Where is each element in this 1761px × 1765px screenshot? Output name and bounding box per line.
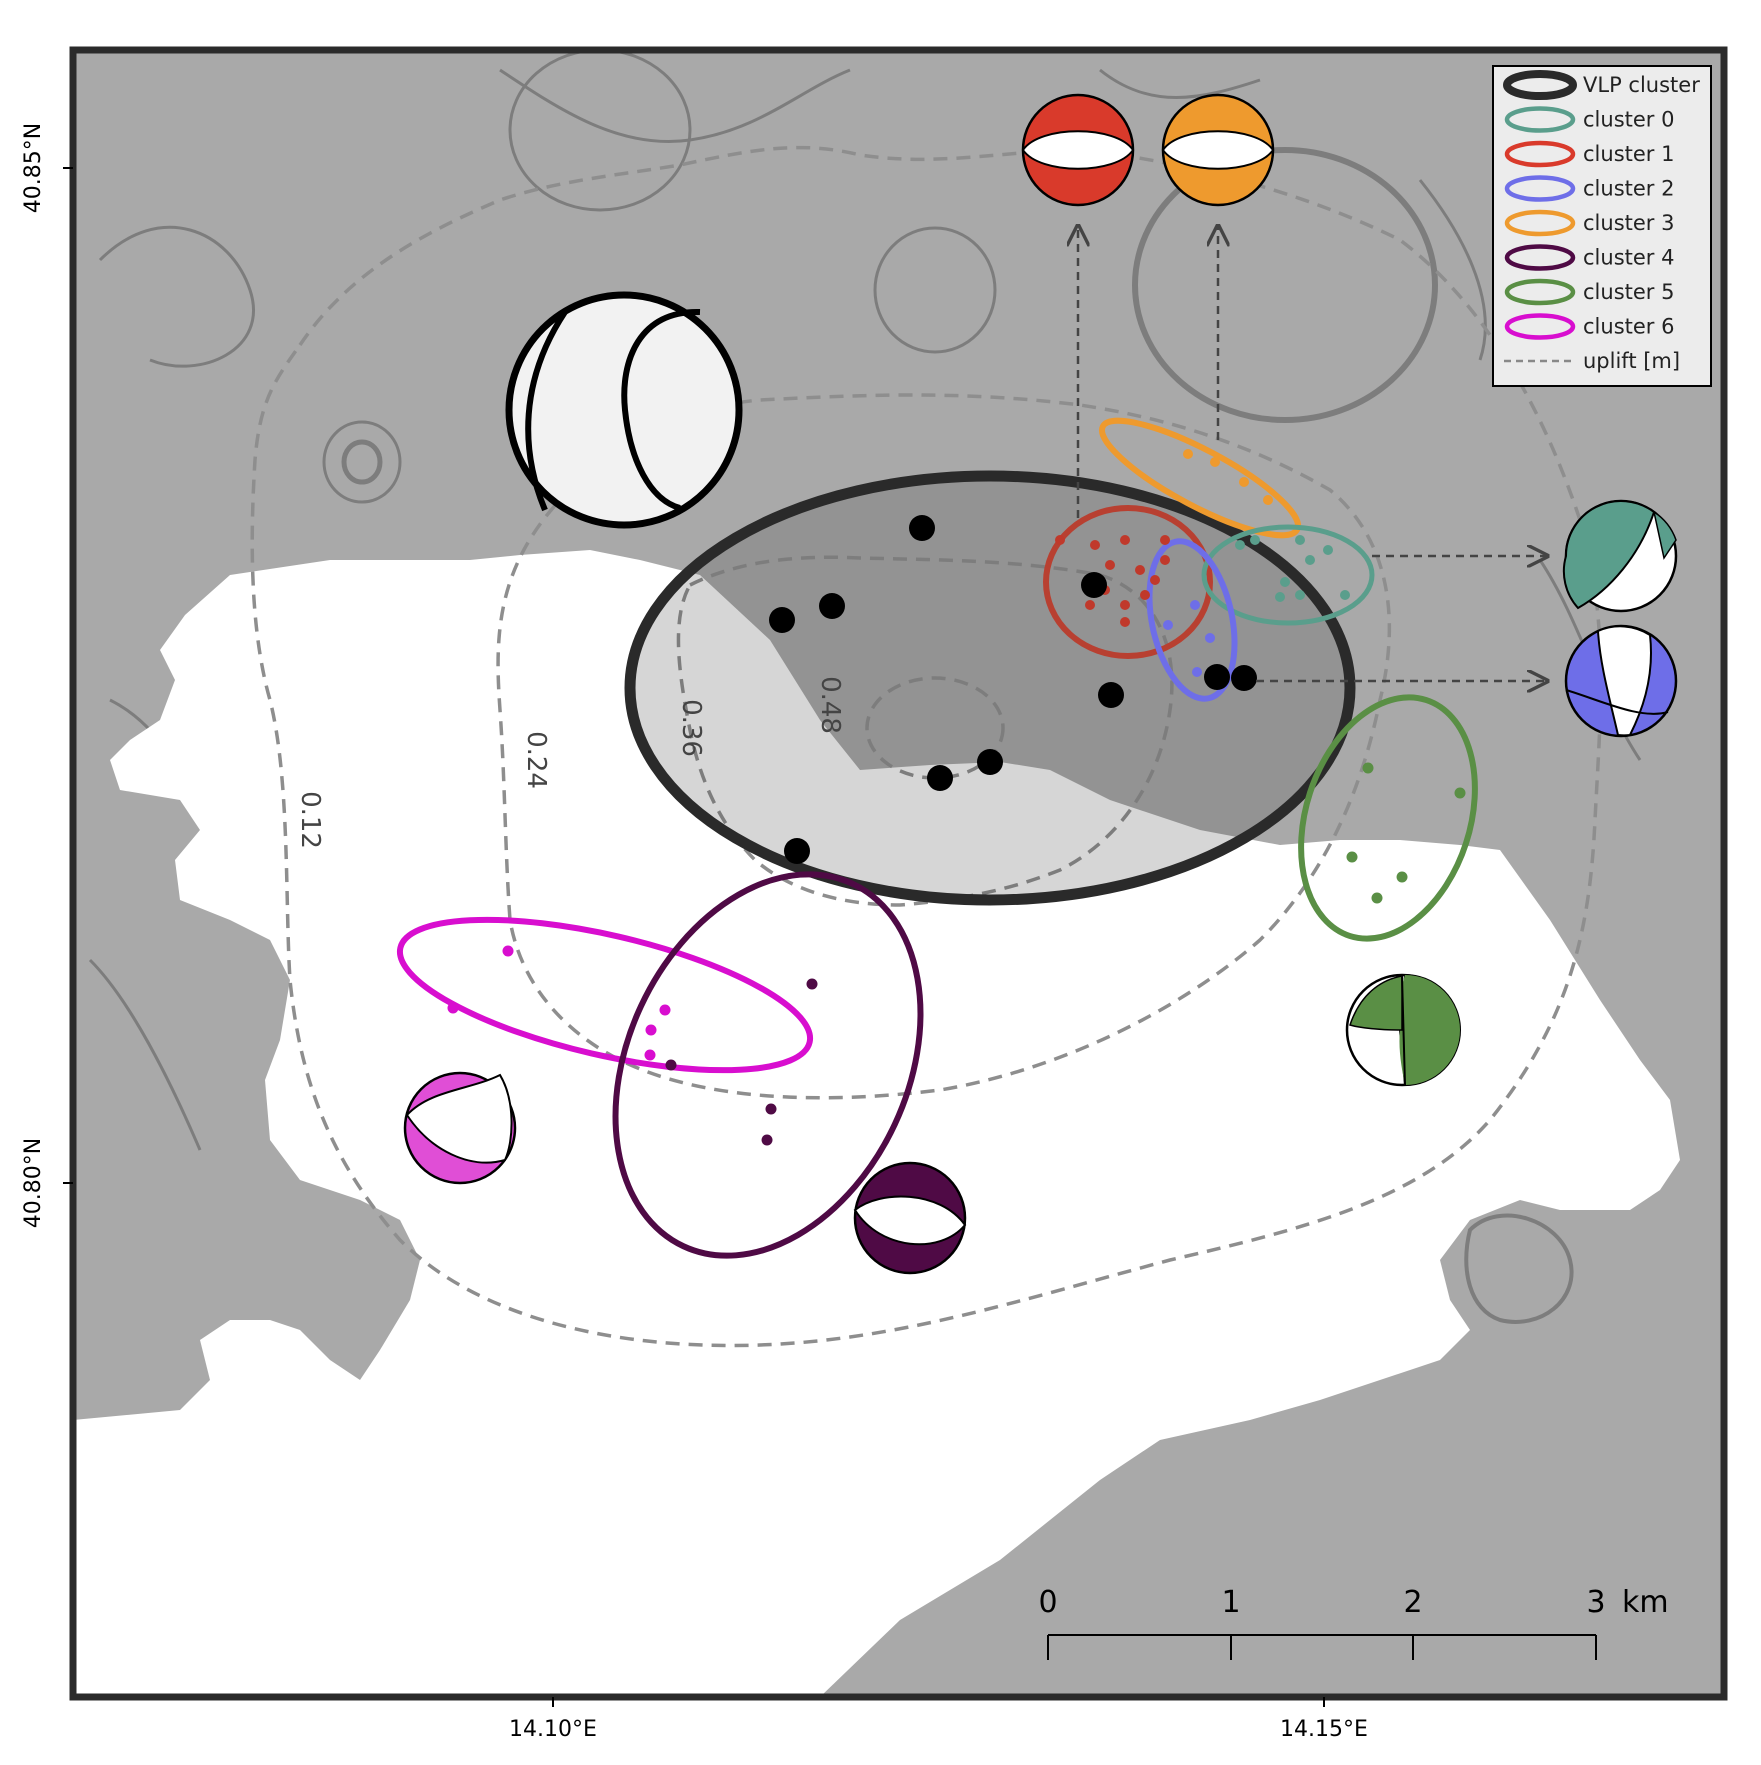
scale-bar: 0 1 2 3 km [1038, 1585, 1669, 1660]
uplift-contour-0.24 [496, 393, 1392, 1100]
cluster-4-ellipse [612, 871, 924, 1259]
cluster-2-ellipse [1146, 538, 1238, 702]
legend-label-6: cluster 5 [1583, 280, 1674, 304]
legend-label-8: uplift [m] [1583, 349, 1680, 373]
legend-label-4: cluster 3 [1583, 211, 1674, 235]
map-area: 0.12 0.24 0.36 0.48 [73, 50, 1724, 1697]
contour-label-0.12: 0.12 [295, 791, 325, 849]
cluster-0-events [1235, 535, 1350, 602]
contour-label-0.24: 0.24 [521, 731, 551, 789]
y-tick-40.80: 40.80°N [21, 1138, 46, 1228]
vlp-beachball-icon [505, 291, 743, 529]
sea-area [73, 550, 1680, 1697]
legend-label-7: cluster 6 [1583, 315, 1674, 339]
cluster-5-events [1346, 762, 1466, 904]
legend-box [1492, 65, 1712, 387]
legend-symbol-1 [1504, 106, 1576, 133]
legend-symbol-2 [1504, 140, 1576, 168]
cluster-0-beachball-icon [1562, 499, 1678, 613]
cluster-6-ellipse [396, 916, 814, 1074]
cluster-4-events [665, 978, 818, 1146]
legend-label-1: cluster 0 [1583, 108, 1674, 132]
x-tick-14.15: 14.15°E [1280, 1717, 1368, 1742]
legend: VLP cluster cluster 0 cluster 1 cluster 2 cl… [1492, 65, 1712, 387]
cluster-2-events [1163, 600, 1215, 677]
legend-symbol-3 [1504, 175, 1576, 202]
cluster-3-beachball-icon [1161, 93, 1275, 207]
cluster-4-beachball-icon [853, 1161, 967, 1275]
legend-label-2: cluster 1 [1583, 142, 1674, 166]
scale-label-1: 1 [1221, 1585, 1240, 1620]
legend-label-0: VLP cluster [1583, 73, 1700, 97]
cluster-2-beachball-icon [1564, 624, 1678, 738]
x-tick-14.10: 14.10°E [509, 1717, 597, 1742]
scale-label-3: 3 [1586, 1585, 1605, 1620]
legend-label-5: cluster 4 [1583, 246, 1674, 270]
contour-label-0.48: 0.48 [815, 676, 845, 734]
cluster-1-ellipse [1043, 505, 1213, 659]
legend-symbol-5 [1504, 244, 1576, 271]
map-frame [69, 46, 1728, 1701]
cluster-5-ellipse [1298, 694, 1478, 942]
vlp-cluster-ellipse [624, 470, 1356, 906]
cluster-5-beachball-icon [1345, 973, 1461, 1087]
uplift-contour-0.36 [676, 555, 1174, 907]
axis-ticks [63, 167, 1325, 1707]
legend-symbol-4 [1504, 209, 1576, 237]
cluster-1-beachball-icon [1021, 93, 1135, 207]
uplift-contour-0.12 [250, 145, 1603, 1348]
vlp-events [769, 515, 1257, 864]
scale-unit: km [1622, 1585, 1669, 1620]
scale-label-0: 0 [1038, 1585, 1057, 1620]
y-tick-40.85: 40.85°N [21, 123, 46, 213]
scale-label-2: 2 [1403, 1585, 1422, 1620]
legend-label-3: cluster 2 [1583, 177, 1674, 201]
contour-label-0.36: 0.36 [676, 699, 706, 757]
legend-symbol-7 [1504, 313, 1576, 340]
cluster-6-beachball-icon [403, 1071, 517, 1185]
leader-arrows [1078, 226, 1547, 681]
legend-symbol-6 [1504, 278, 1576, 306]
cluster-6-events [447, 945, 671, 1061]
legend-symbol-0 [1503, 70, 1577, 100]
cluster-0-ellipse [1201, 524, 1375, 626]
cluster-3-events [1183, 449, 1273, 505]
